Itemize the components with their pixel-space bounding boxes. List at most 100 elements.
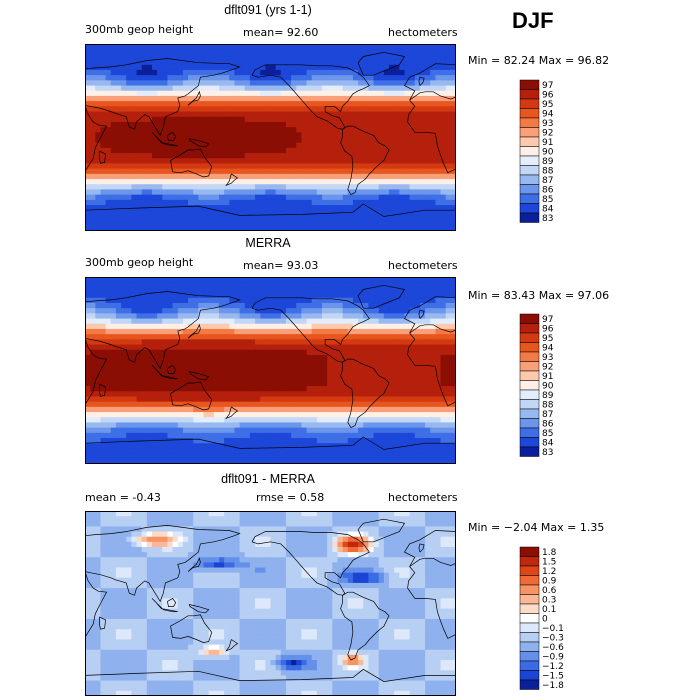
map-cell: [383, 194, 390, 201]
map-cell: [208, 277, 215, 283]
map-cell: [358, 344, 364, 351]
map-cell: [188, 297, 194, 304]
map-cell: [383, 292, 390, 299]
map-cell: [363, 147, 369, 154]
map-cell: [425, 173, 431, 180]
map-cell: [105, 344, 112, 351]
map-cell: [265, 85, 272, 92]
map-cell: [291, 116, 297, 123]
map-cell: [218, 101, 225, 107]
colorbar-swatch: [519, 193, 540, 204]
map-cell: [213, 354, 220, 361]
map-cell: [322, 158, 328, 165]
map-cell: [285, 54, 292, 61]
map-cell: [115, 380, 122, 387]
map-cell: [291, 422, 297, 429]
map-cell: [115, 225, 122, 231]
map-cell: [332, 313, 339, 320]
map-cell: [363, 328, 369, 335]
map-cell: [306, 215, 313, 222]
map-cell: [301, 443, 308, 450]
map-cell: [394, 85, 400, 92]
map-cell: [425, 406, 431, 413]
map-cell: [146, 344, 153, 351]
map-cell: [342, 282, 349, 288]
map-cell: [306, 308, 313, 314]
map-cell: [342, 199, 349, 206]
map-cell: [208, 427, 215, 434]
map-cell: [285, 163, 292, 170]
map-cell: [389, 194, 395, 201]
map-cell: [291, 80, 297, 87]
map-cell: [260, 401, 266, 408]
map-cell: [414, 49, 421, 55]
map-cell: [270, 168, 277, 175]
map-cell: [435, 277, 442, 283]
map-cell: [146, 90, 153, 97]
map-cell: [141, 412, 148, 418]
map-cell: [363, 59, 369, 66]
map-cell: [430, 194, 436, 201]
map-cell: [141, 422, 148, 429]
map-cell: [177, 297, 184, 304]
coastline: [225, 173, 239, 187]
map-cell: [90, 432, 96, 439]
map-cell: [265, 75, 272, 81]
map-cell: [239, 401, 246, 408]
map-cell: [265, 396, 272, 403]
map-cell: [404, 101, 411, 107]
map-cell: [373, 194, 380, 201]
map-cell: [193, 282, 199, 288]
map-cell: [265, 142, 272, 149]
map-cell: [218, 360, 225, 366]
map-cell: [146, 64, 153, 71]
map-cell: [249, 189, 256, 196]
map-cell: [131, 334, 138, 340]
map-cell: [358, 173, 364, 180]
map-cell: [383, 95, 390, 102]
map-cell: [141, 318, 148, 325]
map-cell: [218, 380, 225, 387]
map-cell: [435, 64, 442, 71]
map-cell: [389, 116, 395, 123]
map-cell: [260, 380, 266, 387]
map-cell: [296, 205, 303, 211]
map-cell: [249, 173, 256, 180]
map-cell: [399, 127, 406, 133]
coastline: [187, 90, 201, 106]
map-cell: [291, 360, 297, 366]
map-cell: [332, 75, 339, 81]
map-cell: [399, 318, 406, 325]
map-cell: [115, 287, 122, 294]
map-cell: [450, 189, 456, 196]
map-cell: [121, 85, 127, 92]
map-cell: [430, 121, 436, 128]
map-cell: [332, 54, 339, 61]
map-cell: [239, 158, 246, 165]
map-cell: [291, 69, 297, 76]
map-cell: [172, 106, 179, 113]
map-cell: [378, 277, 385, 283]
map-cell: [162, 189, 169, 196]
map-cell: [404, 49, 411, 55]
map-cell: [131, 215, 138, 222]
map-cell: [347, 328, 354, 335]
map-cell: [450, 277, 456, 283]
map-cell: [306, 153, 313, 159]
map-cell: [316, 137, 323, 144]
map-cell: [327, 225, 333, 231]
map-cell: [239, 422, 246, 429]
map-cell: [383, 318, 390, 325]
map-cell: [347, 406, 354, 413]
map-cell: [182, 127, 189, 133]
map-cell: [193, 328, 199, 335]
map-cell: [311, 360, 318, 366]
map-cell: [188, 142, 194, 149]
map-cell: [311, 287, 318, 294]
map-cell: [100, 90, 107, 97]
map-cell: [239, 339, 246, 346]
map-cell: [244, 147, 251, 154]
map-cell: [255, 360, 261, 366]
map-cell: [249, 438, 256, 444]
map-cell: [399, 194, 406, 201]
